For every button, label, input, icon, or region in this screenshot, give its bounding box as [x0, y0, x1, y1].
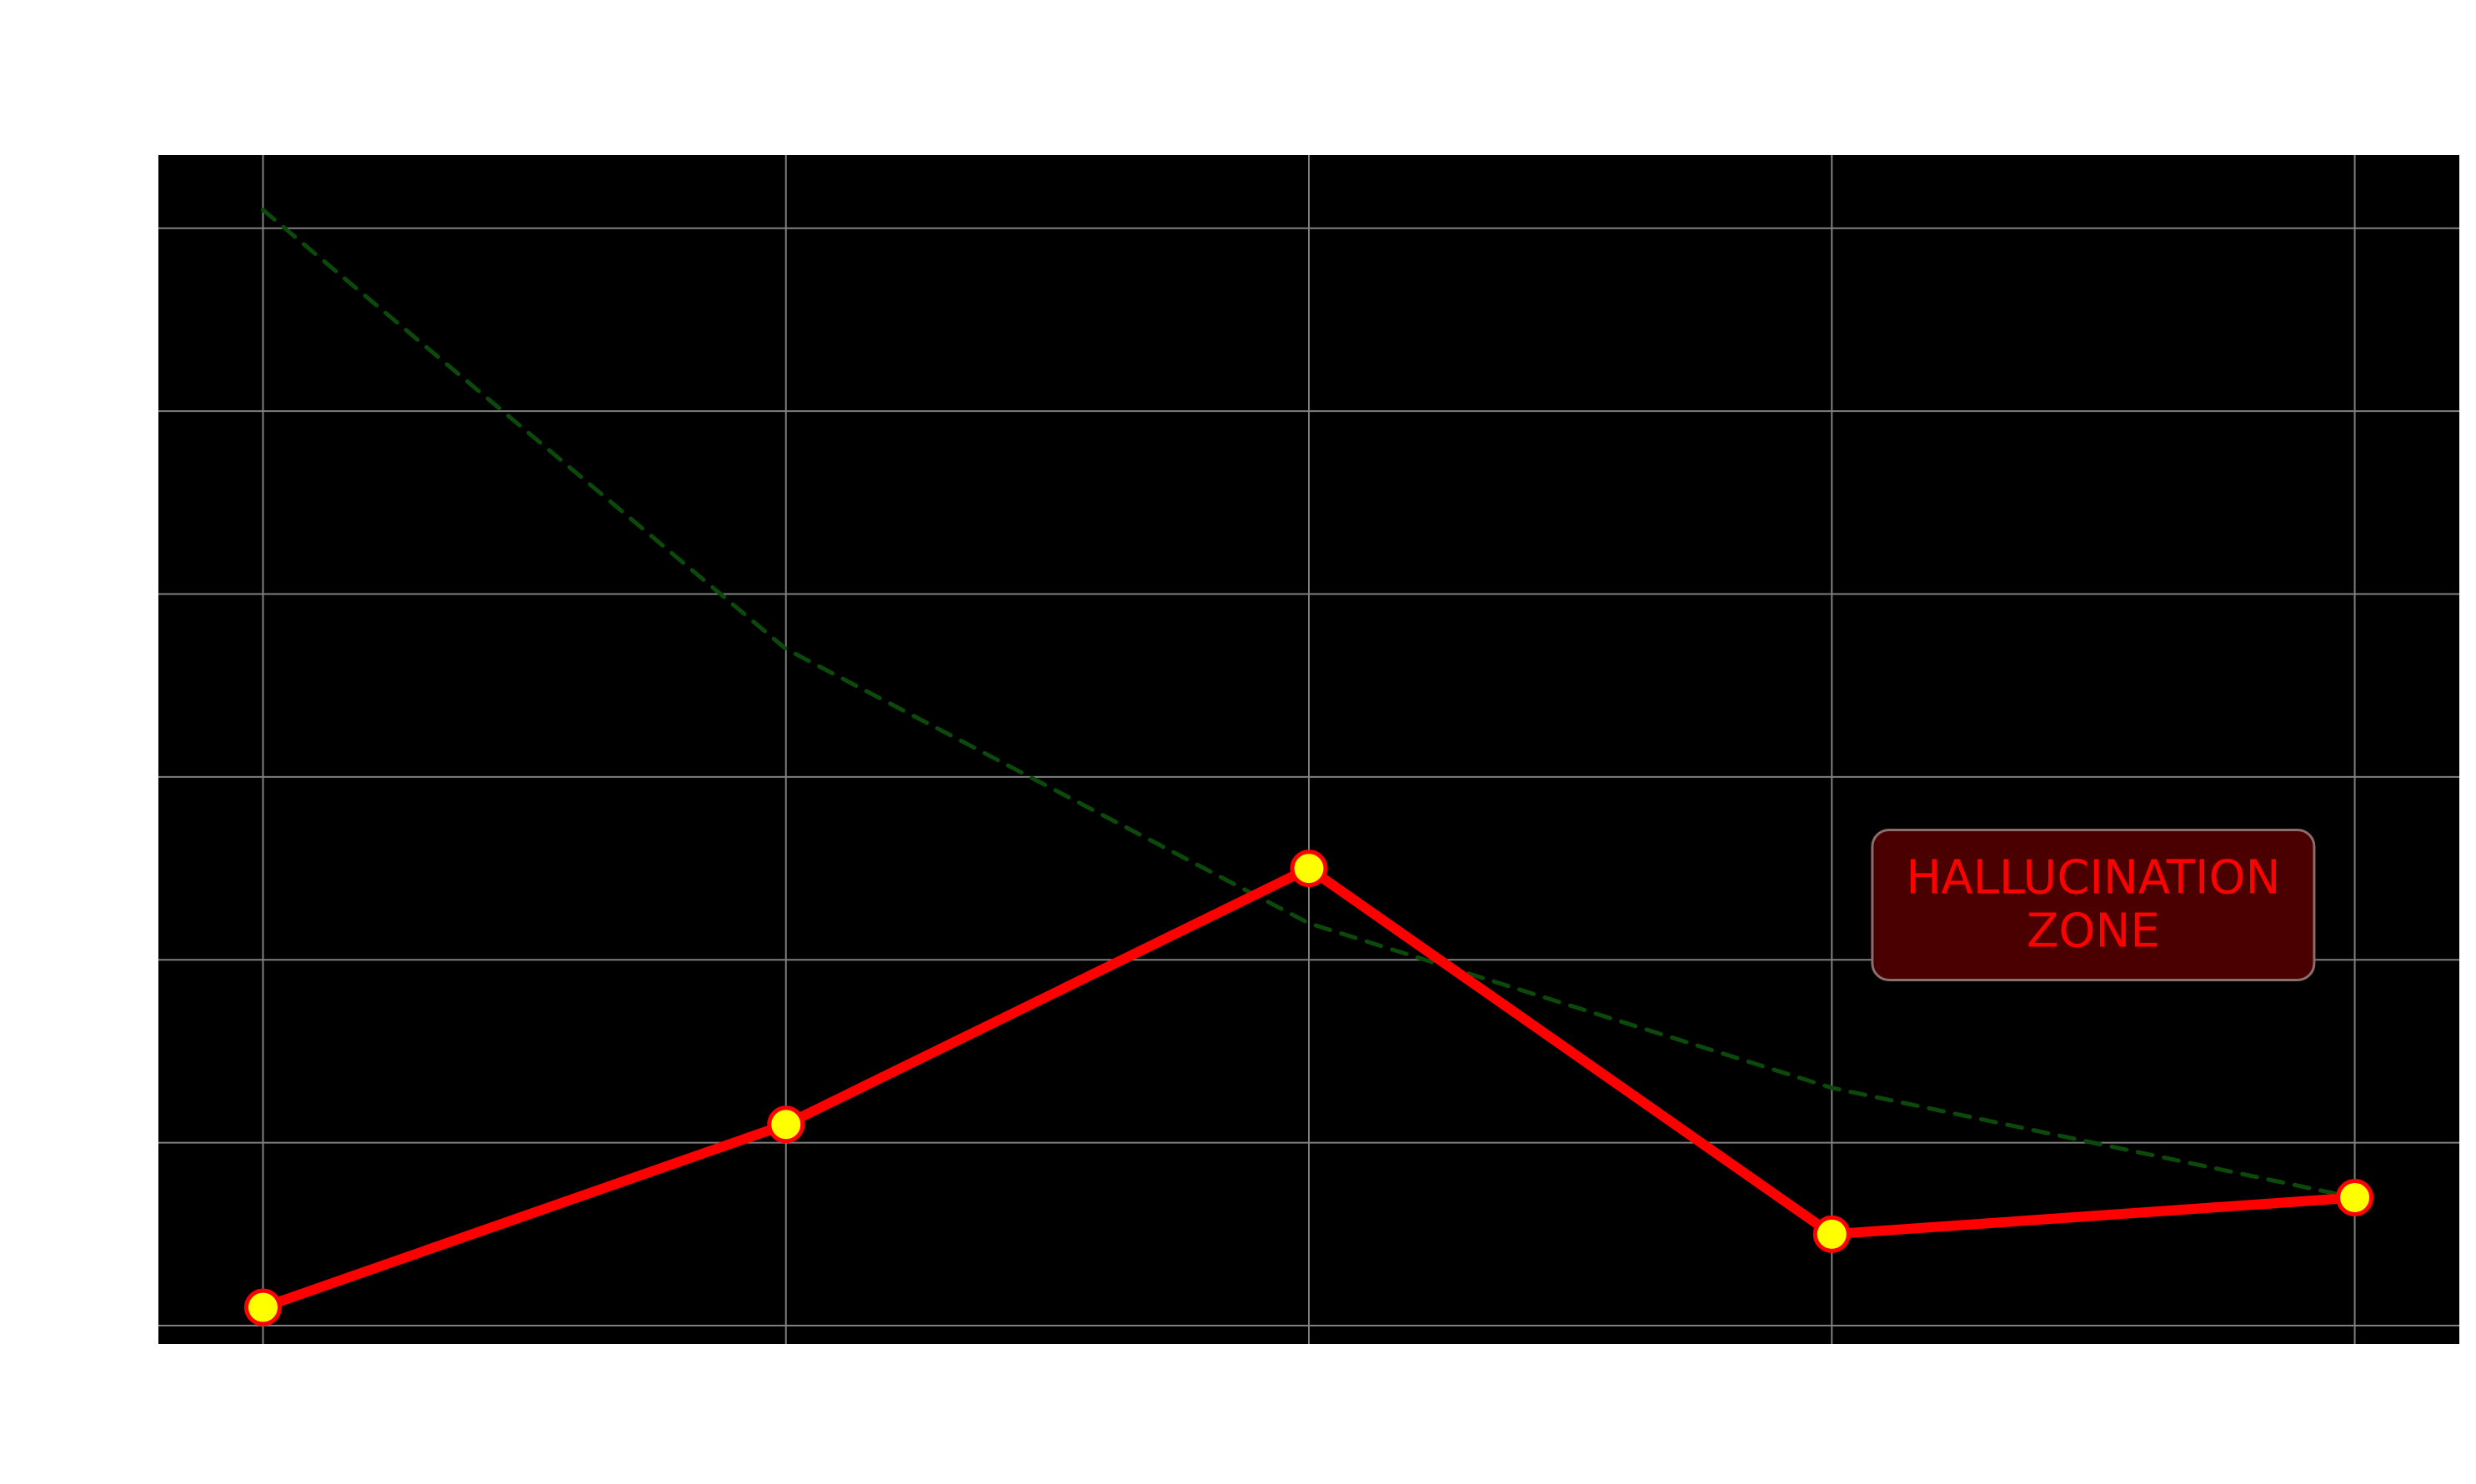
annotation-box [1871, 828, 2316, 981]
trend-series-layer [260, 208, 2358, 1200]
annotation-text-line-2: ZONE [2027, 904, 2160, 958]
data-point-marker-3 [1812, 1215, 1851, 1253]
data-point-marker-2 [1290, 850, 1328, 888]
data-point-marker-1 [767, 1105, 805, 1144]
data-point-marker-0 [243, 1288, 282, 1326]
trend-series-line [260, 208, 2358, 1200]
annotation-text-line-1: HALLUCINATION [1906, 850, 2280, 905]
data-point-markers [243, 850, 2374, 1326]
hallucination-zone-annotation: HALLUCINATION ZONE [1871, 828, 2316, 981]
data-point-marker-4 [2336, 1178, 2374, 1216]
